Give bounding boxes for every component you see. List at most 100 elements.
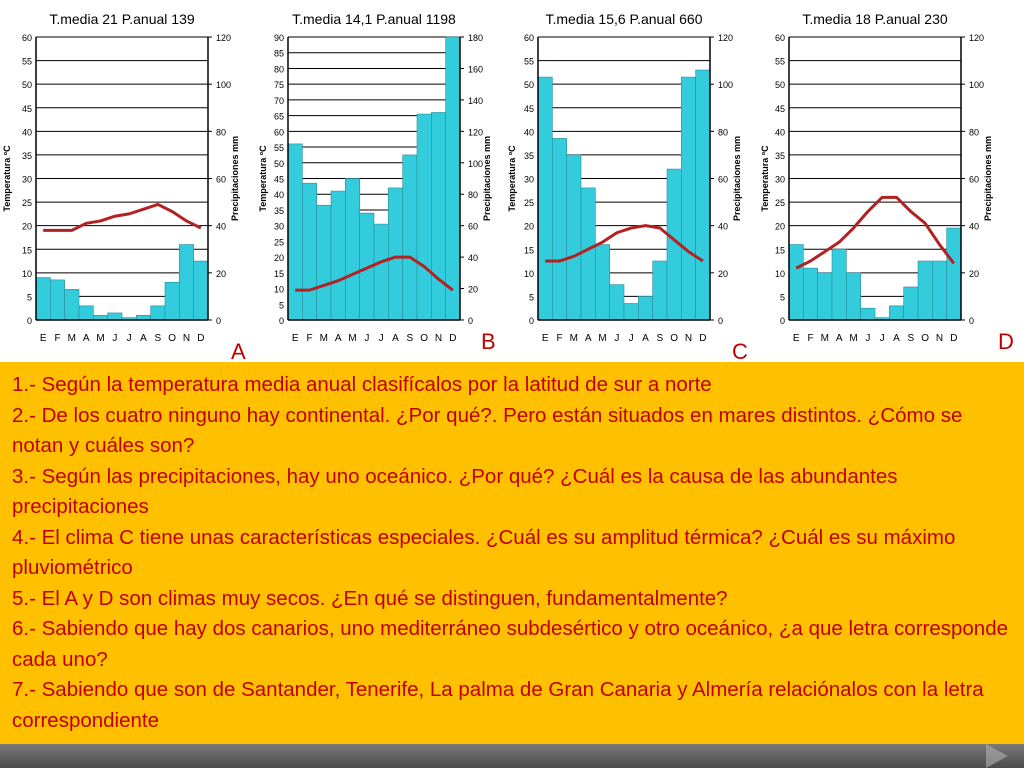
- month-label: A: [83, 333, 90, 344]
- month-label: F: [54, 333, 60, 344]
- y-tick-label: 45: [22, 104, 32, 114]
- y-tick-label: 10: [22, 269, 32, 279]
- y2-tick-label: 20: [718, 269, 728, 279]
- month-label: A: [335, 333, 342, 344]
- next-slide-arrow-icon[interactable]: [986, 744, 1008, 768]
- climate-chart-b: T.media 14,1 P.anual 1198 0 5 10 15 20 25 30 35 4…: [258, 11, 492, 344]
- chart-letter-d: D: [998, 329, 1014, 354]
- chart-title: T.media 15,6 P.anual 660: [546, 11, 703, 27]
- y-tick-label: 90: [274, 33, 284, 43]
- precipitation-bar: [903, 286, 919, 321]
- chart-letter-c: C: [732, 339, 748, 364]
- y-tick-label: 35: [775, 151, 785, 161]
- precipitation-bar: [623, 303, 639, 321]
- y-tick-label: 20: [274, 253, 284, 263]
- precipitation-bar: [78, 305, 94, 321]
- y2-tick-label: 160: [468, 64, 483, 74]
- precipitation-bar: [652, 260, 668, 321]
- precipitation-bar: [595, 244, 610, 321]
- precipitation-bar: [932, 260, 947, 321]
- precipitation-bar: [416, 113, 432, 321]
- precipitation-bar: [803, 267, 818, 321]
- month-label: N: [183, 333, 190, 344]
- question-1: 1.- Según la temperatura media anual cla…: [12, 373, 712, 396]
- y2-axis-title: Precipitaciones mm: [732, 136, 742, 221]
- month-label: J: [112, 333, 117, 344]
- precipitation-bar: [445, 36, 461, 321]
- month-label: J: [629, 333, 634, 344]
- precipitation-bar: [609, 284, 625, 321]
- y-tick-label: 5: [780, 292, 785, 302]
- precipitation-bar: [150, 305, 166, 321]
- precipitation-bar: [50, 279, 65, 321]
- month-label: M: [96, 333, 104, 344]
- precipitation-bar: [566, 154, 582, 321]
- month-label: E: [542, 333, 549, 344]
- y2-tick-label: 80: [216, 127, 226, 137]
- month-label: D: [197, 333, 204, 344]
- month-label: A: [642, 333, 649, 344]
- month-label: F: [807, 333, 813, 344]
- y2-tick-label: 0: [969, 316, 974, 326]
- y2-tick-label: 0: [718, 316, 723, 326]
- y2-axis-title: Precipitaciones mm: [230, 136, 240, 221]
- y-axis-title: Temperatura ºC: [760, 145, 770, 212]
- question-4: 4.- El clima C tiene unas característica…: [12, 525, 956, 580]
- y-tick-label: 50: [22, 80, 32, 90]
- month-label: J: [614, 333, 619, 344]
- month-label: O: [168, 333, 176, 344]
- y-tick-label: 85: [274, 49, 284, 59]
- month-label: M: [320, 333, 328, 344]
- precipitation-bar: [345, 178, 360, 321]
- precipitation-bar: [316, 204, 332, 321]
- month-label: A: [836, 333, 843, 344]
- question-5: 5.- El A y D son climas muy secos. ¿En q…: [12, 586, 728, 610]
- y-tick-label: 10: [274, 285, 284, 295]
- slide-footer-bar: [0, 744, 1024, 768]
- y-tick-label: 45: [274, 175, 284, 185]
- y-tick-label: 50: [524, 80, 534, 90]
- y-tick-label: 0: [27, 316, 32, 326]
- precipitation-bar: [817, 272, 833, 321]
- precipitation-bar: [917, 260, 933, 321]
- y-tick-label: 0: [279, 316, 284, 326]
- y-tick-label: 60: [274, 127, 284, 137]
- month-label: J: [379, 333, 384, 344]
- month-label: M: [849, 333, 857, 344]
- precipitation-bar: [388, 187, 403, 321]
- y2-tick-label: 140: [468, 96, 483, 106]
- month-label: N: [435, 333, 442, 344]
- month-label: S: [907, 333, 914, 344]
- chart-title: T.media 18 P.anual 230: [802, 11, 948, 27]
- y-tick-label: 20: [22, 222, 32, 232]
- y2-tick-label: 20: [969, 269, 979, 279]
- y-axis-title: Temperatura ºC: [258, 145, 268, 212]
- question-2: 2.- De los cuatro ninguno hay continenta…: [12, 403, 963, 458]
- y-tick-label: 40: [524, 127, 534, 137]
- y2-tick-label: 180: [468, 33, 483, 43]
- temperature-line: [295, 255, 454, 292]
- month-label: E: [793, 333, 800, 344]
- y-tick-label: 55: [775, 57, 785, 67]
- month-label: M: [598, 333, 606, 344]
- y2-axis-title: Precipitaciones mm: [983, 136, 993, 221]
- y-tick-label: 30: [22, 175, 32, 185]
- y2-tick-label: 40: [969, 222, 979, 232]
- y-tick-label: 60: [775, 33, 785, 43]
- precipitation-bar: [302, 182, 317, 321]
- y-tick-label: 15: [524, 245, 534, 255]
- y-tick-label: 50: [274, 159, 284, 169]
- precipitation-bar: [552, 138, 567, 321]
- y2-tick-label: 80: [718, 127, 728, 137]
- y2-tick-label: 80: [969, 127, 979, 137]
- climate-chart-c: T.media 15,6 P.anual 660 0 5 10 15 20 25 30 35 40…: [507, 11, 742, 344]
- y2-tick-label: 100: [216, 80, 231, 90]
- precipitation-bar: [193, 260, 209, 321]
- y-tick-label: 35: [274, 206, 284, 216]
- precipitation-bar: [860, 307, 876, 321]
- precipitation-bar: [831, 248, 847, 321]
- month-label: F: [556, 333, 562, 344]
- y-tick-label: 65: [274, 112, 284, 122]
- precipitation-bar: [35, 277, 51, 321]
